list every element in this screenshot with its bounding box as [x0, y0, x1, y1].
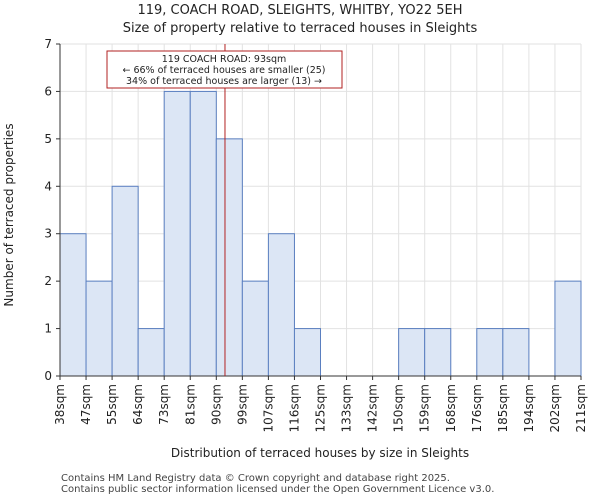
bar-202sqm [554, 280, 582, 377]
footer-line-1: Contains HM Land Registry data © Crown c… [61, 473, 450, 484]
bar-73sqm [163, 90, 191, 377]
chart-subtitle: Size of property relative to terraced ho… [122, 21, 478, 36]
y-tick-label: 0 [44, 369, 52, 383]
x-tick-label: 125sqm [314, 384, 328, 432]
y-tick-label: 3 [44, 227, 52, 241]
bar-38sqm [59, 233, 87, 377]
x-tick-label: 133sqm [340, 384, 354, 432]
bar-185sqm [502, 328, 530, 377]
bar-150sqm [398, 328, 426, 377]
bar-99sqm [241, 280, 269, 377]
bar-47sqm [85, 280, 113, 377]
x-tick-label: 107sqm [261, 384, 275, 432]
y-tick-label: 5 [44, 132, 52, 146]
x-tick-label: 81sqm [183, 384, 197, 425]
x-tick-label: 176sqm [470, 384, 484, 432]
bar-55sqm [111, 185, 139, 377]
x-tick-label: 116sqm [287, 384, 301, 432]
y-tick-label: 1 [44, 322, 52, 336]
bars [59, 90, 582, 377]
x-tick-label: 202sqm [548, 384, 562, 432]
bar-159sqm [424, 328, 452, 377]
chart-title: 119, COACH ROAD, SLEIGHTS, WHITBY, YO22 … [137, 3, 463, 18]
y-tick-label: 7 [44, 37, 52, 51]
annotation-line-1: 119 COACH ROAD: 93sqm [162, 54, 287, 65]
x-axis-label: Distribution of terraced houses by size … [171, 446, 469, 460]
x-tick-label: 211sqm [574, 384, 588, 432]
footer-line-2: Contains public sector information licen… [61, 484, 495, 495]
x-tick-label: 90sqm [209, 384, 223, 425]
x-tick-label: 194sqm [522, 384, 536, 432]
bar-81sqm [189, 90, 217, 377]
y-tick-label: 6 [44, 84, 52, 98]
annotation-line-3: 34% of terraced houses are larger (13) → [126, 76, 322, 87]
bar-176sqm [476, 328, 504, 377]
x-tick-label: 47sqm [79, 384, 93, 425]
x-tick-label: 159sqm [418, 384, 432, 432]
x-tick-label: 185sqm [496, 384, 510, 432]
y-tick-label: 4 [44, 179, 52, 193]
annotation-line-2: ← 66% of terraced houses are smaller (25… [122, 65, 325, 76]
x-tick-label: 73sqm [157, 384, 171, 425]
x-tick-label: 168sqm [444, 384, 458, 432]
axes: 0 1 2 3 4 5 6 7 38sqm 47sqm 55sqm 64sqm 73sqm 81sqm 90… [44, 37, 588, 432]
y-tick-label: 2 [44, 274, 52, 288]
annotation-frame [106, 50, 343, 89]
x-tick-label: 64sqm [131, 384, 145, 425]
x-tick-label: 55sqm [105, 384, 119, 425]
x-tick-label: 142sqm [366, 384, 380, 432]
x-tick-label: 38sqm [53, 384, 67, 425]
bar-64sqm [137, 328, 165, 377]
x-tick-label: 99sqm [235, 384, 249, 425]
bar-107sqm [267, 233, 295, 377]
annotation-box: 119 COACH ROAD: 93sqm ← 66% of terraced … [106, 50, 343, 89]
y-axis-label: Number of terraced properties [2, 123, 16, 306]
bar-90sqm [215, 138, 243, 377]
x-tick-label: 150sqm [392, 384, 406, 432]
bar-116sqm [293, 328, 322, 377]
